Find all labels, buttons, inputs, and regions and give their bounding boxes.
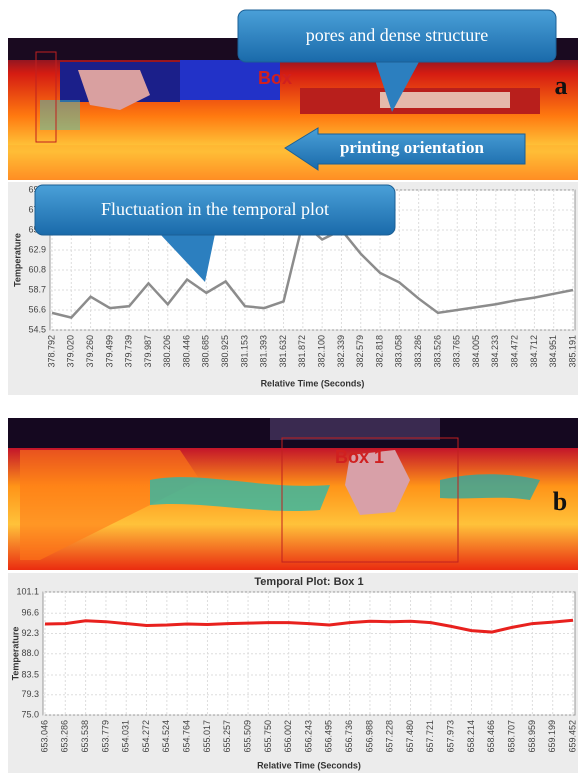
y-tick-label: 88.0 <box>21 648 39 658</box>
panel-label: a <box>555 71 568 100</box>
x-tick-label: 384.005 <box>471 335 481 368</box>
x-tick-label: 657.973 <box>446 720 456 753</box>
y-tick-label: 83.5 <box>21 669 39 679</box>
x-tick-label: 653.286 <box>60 720 70 753</box>
image-label: Box <box>258 68 292 88</box>
x-tick-label: 656.243 <box>303 720 313 753</box>
y-axis-title: Temperature <box>12 233 22 287</box>
x-tick-label: 655.257 <box>222 720 232 753</box>
x-tick-label: 383.058 <box>394 335 404 368</box>
callout-text: pores and dense structure <box>306 25 488 45</box>
x-tick-label: 379.987 <box>143 335 153 368</box>
x-axis-title: Relative Time (Seconds) <box>261 378 365 388</box>
x-tick-label: 382.818 <box>374 335 384 368</box>
y-tick-label: 75.0 <box>21 709 39 719</box>
x-tick-label: 655.017 <box>202 720 212 753</box>
y-tick-label: 62.9 <box>28 244 46 254</box>
x-tick-label: 656.002 <box>283 720 293 753</box>
x-tick-label: 657.228 <box>385 720 395 753</box>
x-tick-label: 381.632 <box>278 335 288 368</box>
x-tick-label: 379.020 <box>66 335 76 368</box>
x-tick-label: 378.792 <box>46 335 56 368</box>
x-tick-label: 384.712 <box>529 335 539 368</box>
x-tick-label: 382.339 <box>336 335 346 368</box>
callout-text: Fluctuation in the temporal plot <box>101 199 329 219</box>
x-tick-label: 657.721 <box>425 720 435 753</box>
x-tick-label: 384.951 <box>548 335 558 368</box>
x-tick-label: 659.199 <box>547 720 557 753</box>
y-axis-title: Temperature <box>10 627 20 681</box>
x-tick-label: 658.707 <box>506 720 516 753</box>
x-tick-label: 380.685 <box>201 335 211 368</box>
x-tick-label: 654.764 <box>182 720 192 753</box>
x-tick-label: 379.260 <box>85 335 95 368</box>
x-tick-label: 658.959 <box>527 720 537 753</box>
x-tick-label: 653.046 <box>39 720 49 753</box>
x-axis-title: Relative Time (Seconds) <box>257 760 361 770</box>
x-tick-label: 379.499 <box>104 335 114 368</box>
figure: Box a printing orientation Box 1 b 54.5 5… <box>0 0 579 773</box>
y-tick-label: 79.3 <box>21 689 39 699</box>
x-tick-label: 658.466 <box>486 720 496 753</box>
x-tick-label: 383.286 <box>413 335 423 368</box>
x-tick-label: 654.031 <box>121 720 131 753</box>
x-tick-label: 657.480 <box>405 720 415 753</box>
y-tick-label: 54.5 <box>28 324 46 334</box>
y-tick-label: 96.6 <box>21 608 39 618</box>
x-tick-label: 382.100 <box>317 335 327 368</box>
thermal-image-b: Box 1 b <box>8 418 578 570</box>
x-tick-label: 653.538 <box>80 720 90 753</box>
x-tick-label: 659.452 <box>567 720 577 753</box>
y-tick-label: 101.1 <box>16 586 39 596</box>
x-tick-label: 654.524 <box>161 720 171 753</box>
x-tick-label: 380.925 <box>220 335 230 368</box>
x-tick-label: 382.579 <box>355 335 365 368</box>
x-tick-label: 381.393 <box>259 335 269 368</box>
x-tick-label: 379.739 <box>124 335 134 368</box>
y-tick-label: 92.3 <box>21 628 39 638</box>
x-tick-label: 380.206 <box>162 335 172 368</box>
x-tick-label: 655.750 <box>263 720 273 753</box>
x-tick-label: 384.472 <box>509 335 519 368</box>
x-tick-label: 653.779 <box>100 720 110 753</box>
x-tick-label: 380.446 <box>181 335 191 368</box>
x-tick-label: 383.526 <box>432 335 442 368</box>
arrow-callout: printing orientation <box>285 128 525 170</box>
panel-label: b <box>553 487 567 516</box>
x-tick-label: 654.272 <box>141 720 151 753</box>
x-tick-label: 384.233 <box>490 335 500 368</box>
y-tick-label: 60.8 <box>28 264 46 274</box>
x-tick-label: 656.988 <box>364 720 374 753</box>
x-tick-label: 656.736 <box>344 720 354 753</box>
chart-title: Temporal Plot: Box 1 <box>254 576 363 588</box>
y-tick-label: 56.6 <box>28 304 46 314</box>
callout-text: printing orientation <box>340 138 485 157</box>
x-tick-label: 385.191 <box>567 335 577 368</box>
x-tick-label: 381.153 <box>239 335 249 368</box>
y-tick-label: 58.7 <box>28 284 46 294</box>
x-tick-label: 383.765 <box>452 335 462 368</box>
x-tick-label: 655.509 <box>242 720 252 753</box>
x-tick-label: 381.872 <box>297 335 307 368</box>
x-tick-label: 656.495 <box>324 720 334 753</box>
image-label: Box 1 <box>335 447 384 467</box>
x-tick-label: 658.214 <box>466 720 476 753</box>
